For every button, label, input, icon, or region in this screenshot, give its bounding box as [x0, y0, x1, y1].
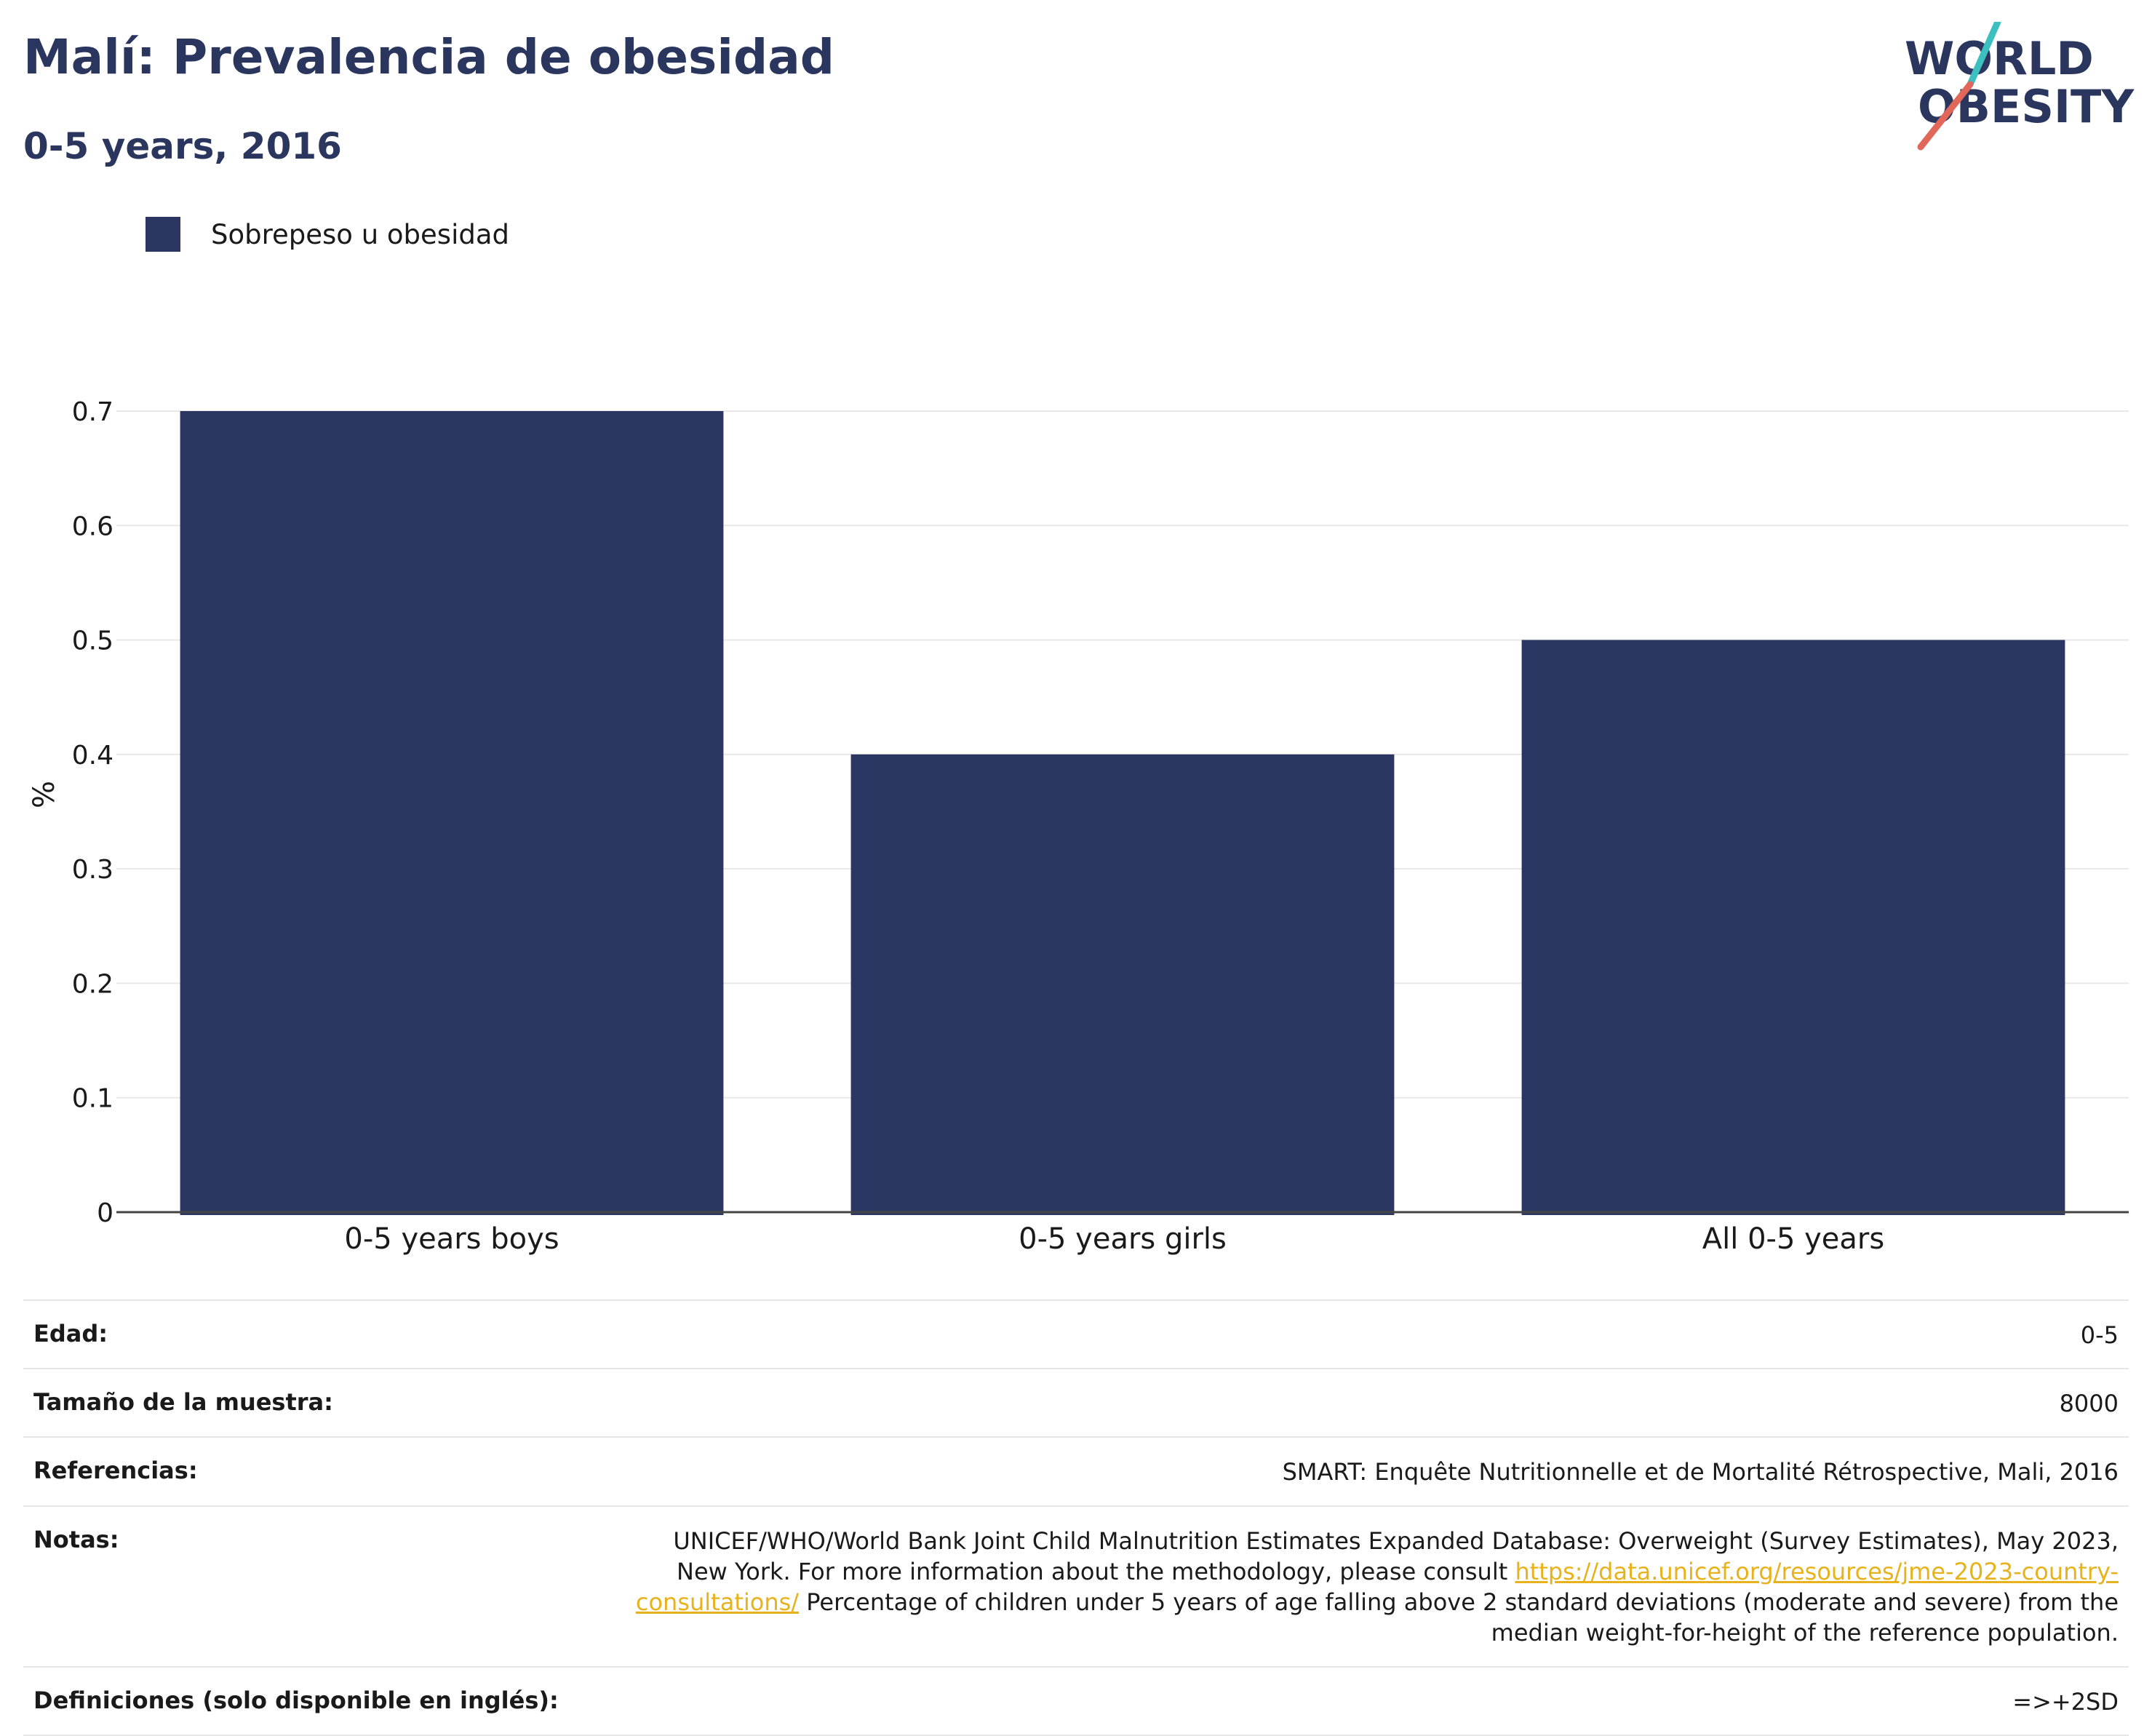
bar-chart: 0 0.1 0.2 0.3 0.4 0.5 0.6 0.7 0-5 years boys 0-5 …	[28, 397, 2129, 1256]
x-category-label: All 0-5 years	[1702, 1222, 1884, 1256]
info-label-sample: Tamaño de la muestra:	[33, 1388, 333, 1417]
info-row-definitions: Definiciones (solo disponible en inglés)…	[23, 1665, 2129, 1736]
y-tick-label: 0.6	[72, 511, 113, 541]
chart-title: Malí: Prevalencia de obesidad	[23, 29, 834, 85]
logo-slash-bottom	[1917, 81, 1974, 151]
bar	[850, 754, 1395, 1215]
info-value-age: 0-5	[2080, 1321, 2119, 1349]
x-category-label: 0-5 years boys	[344, 1222, 559, 1256]
notes-text-before: UNICEF/WHO/World Bank Joint Child Malnut…	[673, 1526, 2119, 1585]
y-tick-label: 0.7	[72, 397, 113, 427]
info-label-definitions: Definiciones (solo disponible en inglés)…	[33, 1686, 559, 1714]
bar	[1521, 640, 2065, 1215]
y-tick-label: 0.2	[72, 969, 113, 999]
info-label-references: Referencias:	[33, 1457, 198, 1485]
info-label-age: Edad:	[33, 1320, 108, 1347]
info-value-definitions: =>+2SD	[2012, 1687, 2119, 1716]
axes: 0 0.1 0.2 0.3 0.4 0.5 0.6 0.7 0-5 years boys 0-5 …	[72, 397, 2129, 1256]
info-row-sample: Tamaño de la muestra: 8000	[23, 1368, 2129, 1436]
logo-slash-top	[1966, 22, 2001, 88]
info-row-references: Referencias: SMART: Enquête Nutritionnel…	[23, 1436, 2129, 1505]
chart-subtitle: 0-5 years, 2016	[23, 125, 342, 167]
info-row-age: Edad: 0-5	[23, 1299, 2129, 1368]
bar	[180, 411, 724, 1215]
info-value-references: SMART: Enquête Nutritionnelle et de Mort…	[1282, 1458, 2119, 1486]
y-tick-label: 0.4	[72, 741, 113, 771]
legend-label: Sobrepeso u obesidad	[211, 218, 509, 250]
y-tick-label: 0.5	[72, 626, 113, 656]
world-obesity-logo: WORLD OBESITY	[1905, 22, 2135, 151]
y-tick-label: 0.3	[72, 855, 113, 885]
legend: Sobrepeso u obesidad	[146, 217, 509, 252]
info-value-sample: 8000	[2059, 1390, 2119, 1418]
notes-text-after: Percentage of children under 5 years of …	[799, 1588, 2119, 1647]
logo-word-world: WORLD	[1905, 32, 2094, 85]
y-tick-label: 0.1	[72, 1084, 113, 1114]
methodology-link[interactable]: https://data.unicef.org/resources/jme-20…	[635, 1557, 2119, 1617]
info-label-notes: Notas:	[33, 1525, 119, 1553]
y-tick-label: 0	[97, 1198, 113, 1228]
bars	[180, 411, 2065, 1215]
info-table: Edad: 0-5 Tamaño de la muestra: 8000 Ref…	[23, 1299, 2129, 1736]
y-axis-title: %	[28, 781, 61, 808]
info-value-notes: UNICEF/WHO/World Bank Joint Child Malnut…	[627, 1526, 2119, 1649]
x-category-label: 0-5 years girls	[1019, 1222, 1227, 1256]
info-row-notes: Notas: UNICEF/WHO/World Bank Joint Child…	[23, 1505, 2129, 1666]
legend-swatch	[146, 217, 180, 252]
